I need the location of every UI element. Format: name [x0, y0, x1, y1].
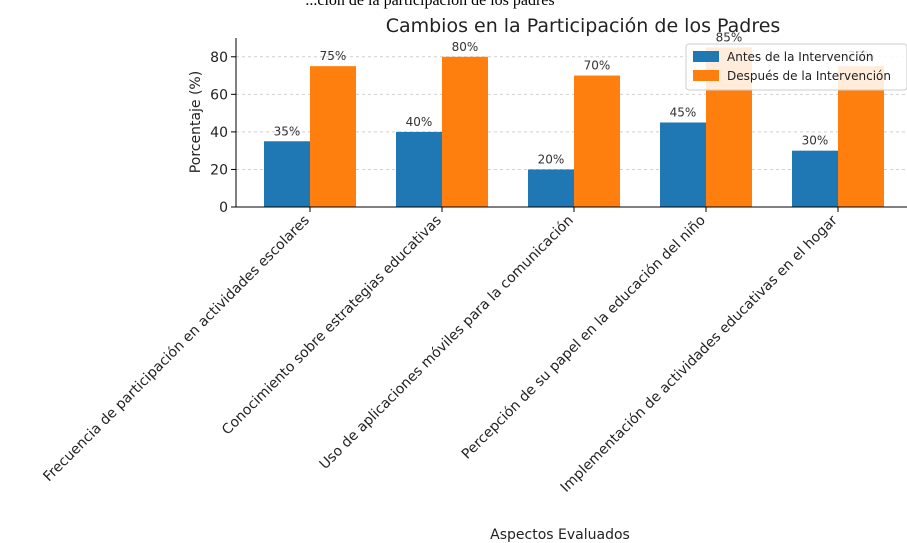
cropped-header-text: ...ción de la participación de los padre…	[305, 0, 554, 9]
x-tick-label-2: Uso de aplicaciones móviles para la comu…	[317, 213, 577, 473]
chart-title: Cambios en la Participación de los Padre…	[386, 15, 781, 37]
bar-antes-2	[528, 169, 574, 207]
y-tick-label-4: 80	[210, 50, 228, 66]
legend-label-despues: Después de la Intervención	[727, 69, 891, 83]
x-axis-label: Aspectos Evaluados	[490, 527, 630, 543]
bar-antes-3	[660, 122, 706, 207]
x-tick-label-0: Frecuencia de participación en actividad…	[40, 213, 312, 485]
bar-despues-0	[310, 66, 356, 208]
x-tick-label-3: Percepción de su papel en la educación d…	[459, 213, 709, 463]
bar-antes-0	[264, 141, 310, 207]
y-ticks: 0 20 40 60 80	[210, 50, 236, 216]
x-tick-label-4: Implementación de actividades educativas…	[558, 212, 841, 495]
bar-antes-1	[396, 131, 442, 207]
data-label-antes-3: 45%	[670, 106, 697, 120]
x-tick-label-1: Conocimiento sobre estrategias educativa…	[219, 213, 445, 439]
axes	[235, 38, 907, 208]
x-ticks: Frecuencia de participación en actividad…	[40, 207, 841, 496]
data-label-antes-4: 30%	[802, 134, 829, 148]
bar-despues-1	[442, 56, 488, 208]
y-tick-label-3: 60	[210, 87, 228, 103]
y-tick-label-1: 20	[210, 162, 228, 178]
bar-antes-4	[792, 150, 838, 207]
data-label-antes-2: 20%	[538, 152, 565, 166]
legend-box	[685, 43, 907, 91]
data-label-antes-0: 35%	[274, 124, 301, 138]
legend: Antes de la Intervención Después de la I…	[685, 43, 907, 91]
data-label-despues-2: 70%	[584, 59, 611, 73]
data-label-antes-1: 40%	[406, 115, 433, 129]
data-label-despues-0: 75%	[320, 49, 347, 63]
legend-label-antes: Antes de la Intervención	[727, 50, 873, 64]
data-label-despues-3: 85%	[716, 30, 743, 44]
data-label-despues-1: 80%	[452, 40, 479, 54]
legend-swatch-despues	[693, 70, 719, 81]
y-tick-label-0: 0	[219, 200, 228, 216]
bar-despues-2	[574, 75, 620, 207]
y-tick-label-2: 40	[210, 125, 228, 141]
y-axis-label: Porcentaje (%)	[188, 71, 204, 173]
legend-swatch-antes	[693, 51, 719, 62]
